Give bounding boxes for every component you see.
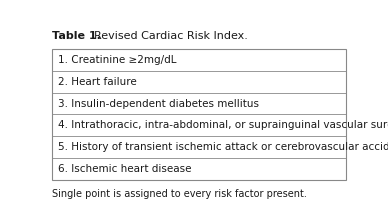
Text: 2. Heart failure: 2. Heart failure (57, 77, 136, 87)
Text: 1. Creatinine ≥2mg/dL: 1. Creatinine ≥2mg/dL (57, 55, 176, 65)
Text: Single point is assigned to every risk factor present.: Single point is assigned to every risk f… (52, 189, 307, 199)
Text: 5. History of transient ischemic attack or cerebrovascular accident: 5. History of transient ischemic attack … (57, 142, 388, 152)
Text: Revised Cardiac Risk Index.: Revised Cardiac Risk Index. (87, 31, 248, 41)
Text: 4. Intrathoracic, intra-abdominal, or suprainguinal vascular surgery: 4. Intrathoracic, intra-abdominal, or su… (57, 120, 388, 130)
Text: 3. Insulin-dependent diabetes mellitus: 3. Insulin-dependent diabetes mellitus (57, 99, 258, 109)
Bar (52, 49, 346, 180)
Text: 6. Ischemic heart disease: 6. Ischemic heart disease (57, 164, 191, 174)
Text: Table 1.: Table 1. (52, 31, 101, 41)
